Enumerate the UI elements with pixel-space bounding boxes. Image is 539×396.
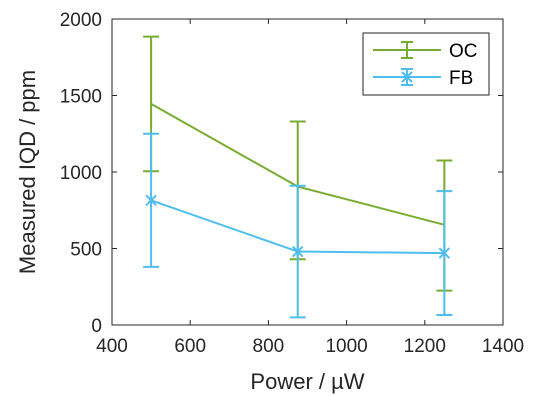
x-tick-label: 1000 xyxy=(325,336,367,357)
legend: OC FB xyxy=(362,32,490,96)
data-point xyxy=(292,245,304,258)
x-axis-label: Power / µW xyxy=(250,369,364,394)
data-point xyxy=(145,194,157,207)
y-tick-label: 500 xyxy=(70,240,102,261)
x-tick-label: 400 xyxy=(96,336,128,357)
legend-label: FB xyxy=(449,68,473,89)
y-tick-label: 0 xyxy=(91,316,102,337)
x-axis-ticks: 400 600 800 1000 1200 1400 xyxy=(96,19,524,357)
data-point xyxy=(438,247,451,259)
y-axis-label: Measured IQD / ppm xyxy=(15,70,40,274)
legend-label: OC xyxy=(449,41,478,62)
series-fb xyxy=(143,132,453,319)
plot-area xyxy=(143,35,453,319)
y-axis-ticks: 0 500 1000 1500 2000 xyxy=(60,10,503,337)
y-tick-label: 2000 xyxy=(60,10,102,31)
legend-item-oc: OC xyxy=(373,41,478,62)
legend-item-fb: FB xyxy=(373,68,473,89)
y-tick-label: 1500 xyxy=(60,87,102,108)
y-tick-label: 1000 xyxy=(60,163,102,184)
x-tick-label: 600 xyxy=(174,336,206,357)
x-tick-label: 800 xyxy=(253,336,285,357)
legend-box xyxy=(362,32,490,96)
x-tick-label: 1400 xyxy=(482,336,524,357)
x-tick-label: 1200 xyxy=(404,336,446,357)
